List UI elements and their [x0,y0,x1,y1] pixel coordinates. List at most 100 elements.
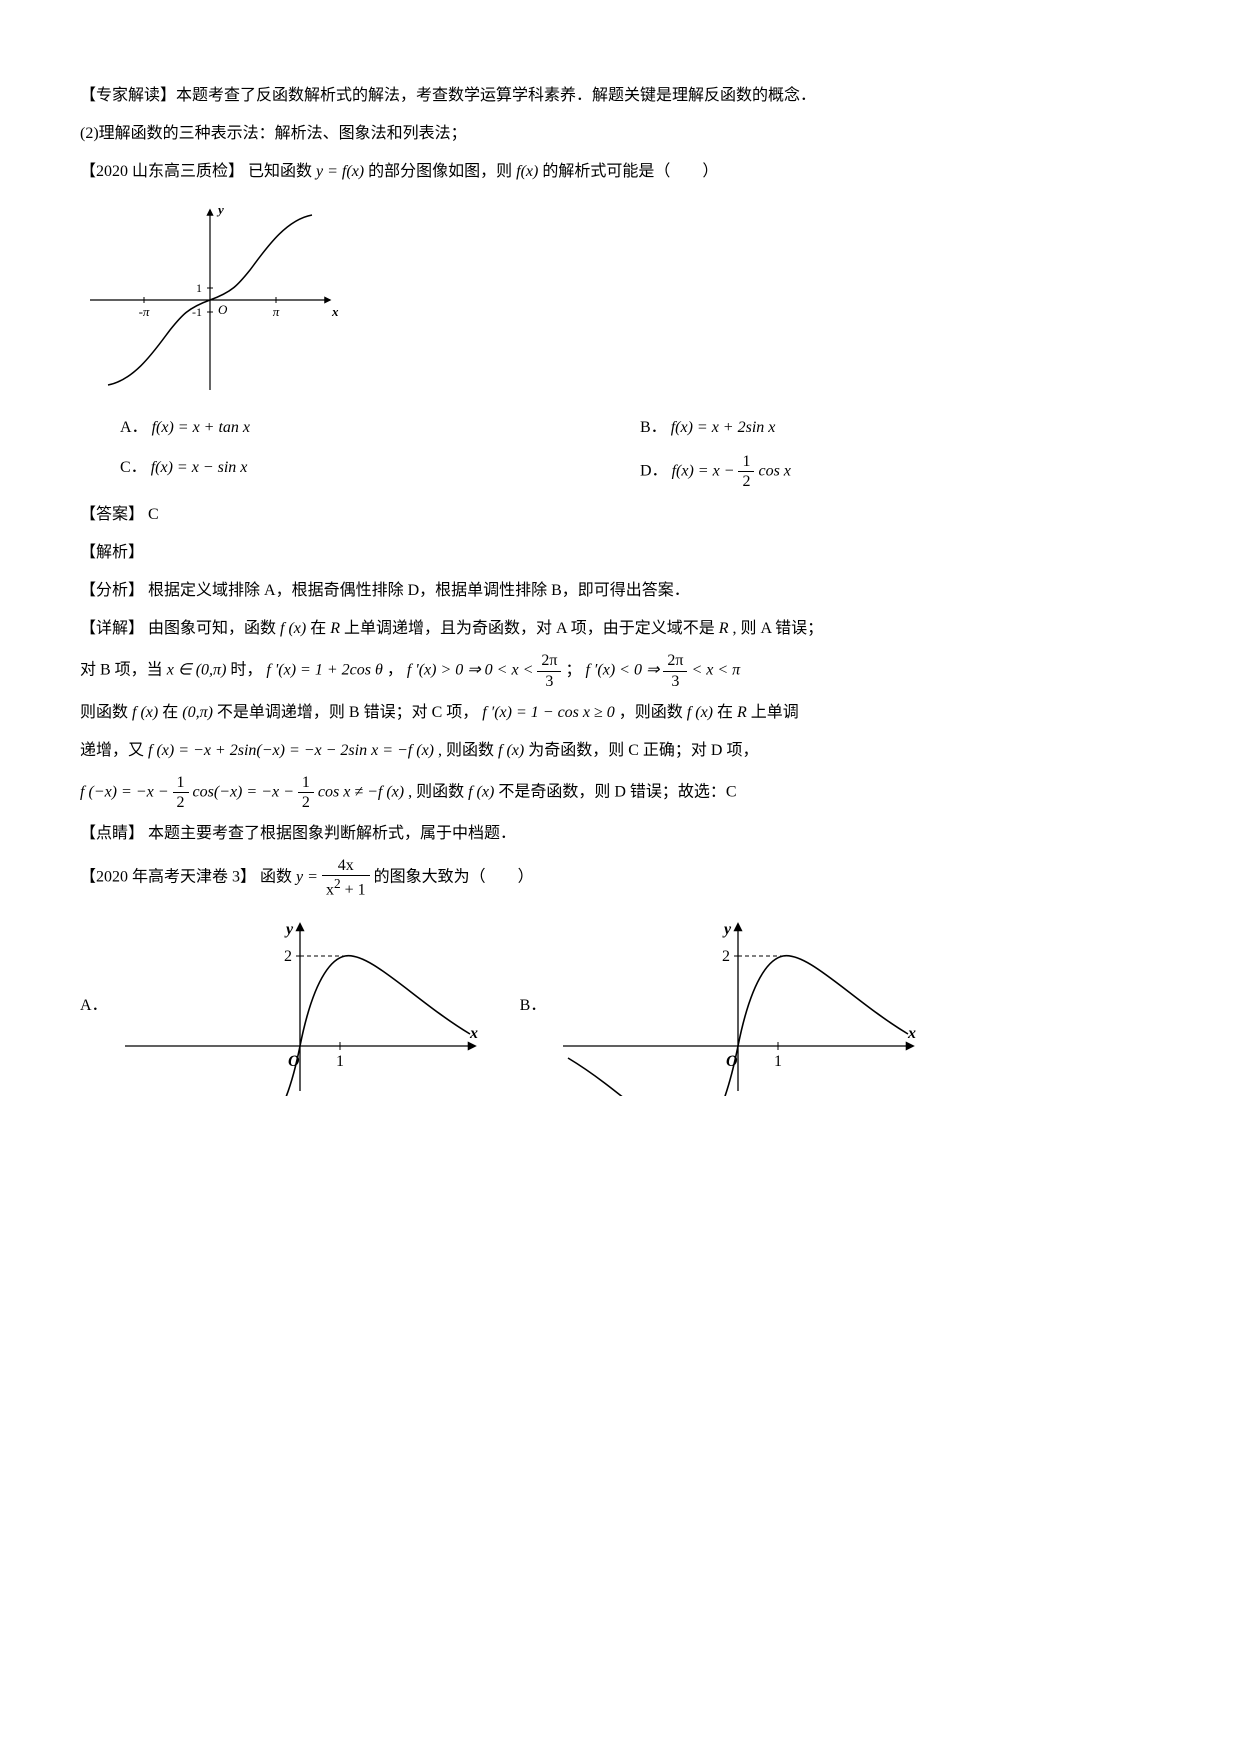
svg-text:y: y [722,921,732,938]
q1-stem: 【2020 山东高三质检】 已知函数 y = f(x) 的部分图像如图，则 f(… [80,156,1160,188]
text: 【专家解读】本题考查了反函数解析式的解法，考查数学运算学科素养．解题关键是理解反… [80,87,816,104]
label: A． [120,419,148,436]
fx: f (x) [132,704,158,721]
t: , 则 A 错误； [733,620,824,637]
expr-pre: f(x) = x − [672,462,739,479]
num: 2π [537,651,561,671]
svg-text:-1: -1 [192,305,202,319]
svg-text:y: y [284,921,294,938]
label: B． [640,419,667,436]
detail-line5: f (−x) = −x − 1 2 cos(−x) = −x − 1 2 cos… [80,773,1160,812]
q2-options: A． 21Oyx B． 21Oyx [80,916,1160,1096]
q2-stem: 【2020 年高考天津卷 3】 函数 y = 4x x2 + 1 的图象大致为（… [80,856,1160,900]
eq-post: cos x ≠ −f (x) [318,783,404,800]
eq-pre: f (−x) = −x − [80,783,173,800]
q1-options-row2: C． f(x) = x − sin x D． f(x) = x − 1 2 co… [120,452,1160,491]
svg-text:O: O [288,1053,300,1070]
label: D． [640,462,668,479]
gt: f '(x) > 0 ⇒ 0 < x < [407,662,538,679]
text: 本题主要考查了根据图象判断解析式，属于中档题． [148,825,516,842]
num: 1 [173,773,189,793]
eq-mid: cos(−x) = −x − [193,783,298,800]
fx: f (x) [687,704,713,721]
frac-4x: 4x x2 + 1 [322,856,370,900]
expr: f(x) = x + 2sin x [671,419,776,436]
fp: f ′(x) = 1 − cos x ≥ 0 [482,704,615,721]
svg-text:2: 2 [284,948,292,965]
tail: < x < π [691,662,740,679]
subpoint-2: (2)理解函数的三种表示法：解析法、图象法和列表法； [80,118,1160,150]
t: 由图象可知，函数 [148,620,280,637]
t: 对 B 项，当 [80,662,167,679]
svg-text:y: y [216,202,224,217]
option-b: B． f(x) = x + 2sin x [640,412,1160,444]
eq-fx: f(x) [516,163,538,180]
r: R [737,704,747,721]
source: 【2020 年高考天津卷 3】 [80,869,256,886]
t: 不是奇函数，则 D 错误；故选：C [498,783,736,800]
t: 为奇函数，则 C 正确；对 D 项， [528,742,758,759]
q1-options-row1: A． f(x) = x + tan x B． f(x) = x + 2sin x [120,412,1160,444]
t: 递增，又 [80,742,148,759]
xin: x ∈ (0,π) [167,662,227,679]
detail-line1: 【详解】 由图象可知，函数 f (x) 在 R 上单调递增，且为奇函数，对 A … [80,613,1160,645]
svg-text:-π: -π [139,304,150,319]
t: 上单调递增，且为奇函数，对 A 项，由于定义域不是 [344,620,719,637]
svg-text:O: O [218,302,228,317]
label: 【解析】 [80,544,144,561]
svg-text:1: 1 [774,1053,782,1070]
svg-text:O: O [726,1053,738,1070]
den: 2 [173,793,189,812]
t: 则函数 [80,704,132,721]
t: 在 [717,704,737,721]
label: 【详解】 [80,620,144,637]
t: , 则函数 [438,742,498,759]
option-a: A． 21Oyx [80,916,480,1096]
label: C． [120,459,147,476]
lt: f ′(x) < 0 ⇒ [585,662,663,679]
expert-comment: 【专家解读】本题考查了反函数解析式的解法，考查数学运算学科素养．解题关键是理解反… [80,80,1160,112]
source: 【2020 山东高三质检】 [80,163,244,180]
r: R [330,620,340,637]
den: 3 [663,672,687,691]
frac-half: 1 2 [738,452,754,491]
option-d: D． f(x) = x − 1 2 cos x [640,452,1160,491]
int: (0,π) [182,704,213,721]
label: 【分析】 [80,582,144,599]
frac-2pi3b: 2π 3 [663,651,687,690]
label: 【点睛】 [80,825,144,842]
dianjing-line: 【点睛】 本题主要考查了根据图象判断解析式，属于中档题． [80,818,1160,850]
frac-2pi3: 2π 3 [537,651,561,690]
t: , 则函数 [408,783,468,800]
t: ，则函数 [619,704,687,721]
num: 4x [322,856,370,876]
frac-half: 1 2 [173,773,189,812]
fenxi-line: 【分析】 根据定义域排除 A，根据奇偶性排除 D，根据单调性排除 B，即可得出答… [80,575,1160,607]
fx: f (x) [468,783,494,800]
svg-text:1: 1 [336,1053,344,1070]
den: 2 [738,472,754,491]
detail-line2: 对 B 项，当 x ∈ (0,π) 时， f '(x) = 1 + 2cos θ… [80,651,1160,690]
svg-text:2: 2 [722,948,730,965]
expr: f(x) = x + tan x [152,419,250,436]
detail-line4: 递增，又 f (x) = −x + 2sin(−x) = −x − 2sin x… [80,735,1160,767]
fx: f (x) [498,742,524,759]
q2-graph-b: 2 1 Oy x [558,916,918,1096]
stem-post: 的图象大致为（ ） [374,869,534,886]
svg-text:x: x [907,1025,916,1042]
q2-graph-a: 21Oyx [120,916,480,1096]
den: x2 + 1 [322,876,370,900]
num: 2π [663,651,687,671]
frac-half2: 1 2 [298,773,314,812]
stem-post: 的解析式可能是（ ） [542,163,718,180]
t: 时， [230,662,262,679]
label: 【答案】 [80,506,144,523]
fx: f (x) [280,620,306,637]
stem-pre: 函数 [260,869,296,886]
expr-post: cos x [758,462,790,479]
q1-graph-svg: -ππ1-1Oxy [80,200,340,400]
x: x [326,882,334,899]
svg-text:1: 1 [196,281,202,295]
option-c: C． f(x) = x − sin x [120,452,640,491]
num: 1 [298,773,314,793]
